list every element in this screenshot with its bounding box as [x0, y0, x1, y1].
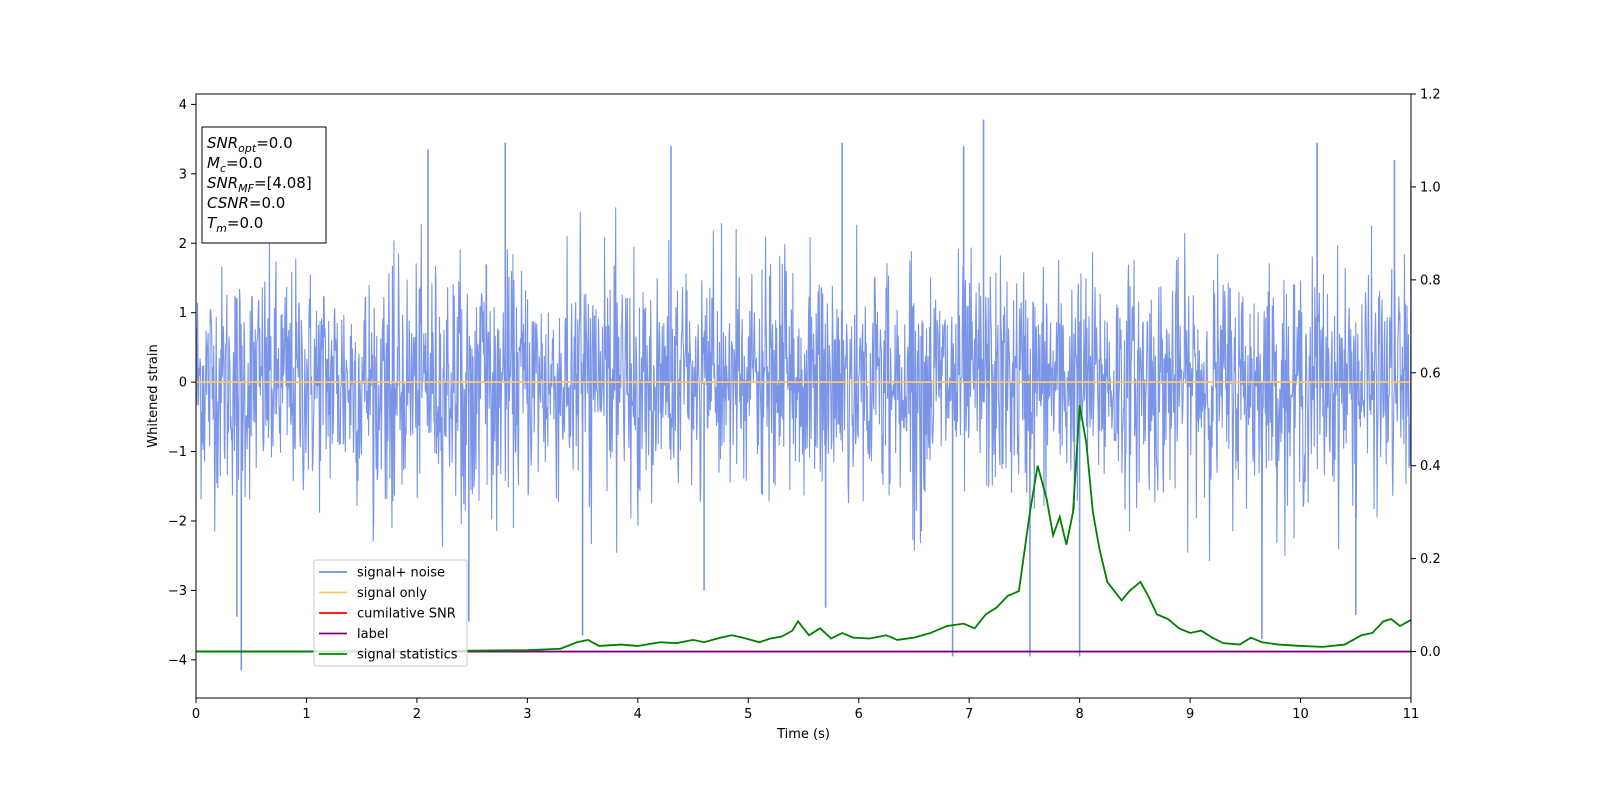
x-tick-label: 4: [634, 707, 642, 722]
info-box-frame: [201, 126, 327, 244]
y-tick-label: −3: [168, 584, 187, 599]
axes-frame: [195, 93, 1412, 699]
info-line: Tm=0.0: [207, 214, 263, 235]
legend-label: signal statistics: [357, 648, 458, 663]
info-line: SNRMF=[4.08]: [207, 174, 312, 195]
x-tick-label: 0: [192, 707, 200, 722]
y2-tick-label: 0.0: [1420, 645, 1441, 660]
y-tick-label: 1: [179, 306, 187, 321]
x-tick-label: 5: [744, 707, 752, 722]
y2-tick-label: 1.2: [1420, 88, 1441, 103]
y-tick-label: −1: [168, 445, 187, 460]
y2-tick-label: 1.0: [1420, 180, 1441, 195]
y2-tick-label: 0.6: [1420, 366, 1441, 381]
x-tick-label: 10: [1292, 707, 1309, 722]
y-tick-label: 0: [179, 376, 187, 391]
y2-tick-label: 0.2: [1420, 552, 1441, 567]
series-line-signal-statistics: [196, 405, 1411, 653]
info-line: Mc=0.0: [207, 154, 262, 175]
x-tick-label: 3: [523, 707, 531, 722]
legend-label: signal+ noise: [357, 566, 445, 581]
y-tick-label: 4: [179, 98, 187, 113]
axes: 0 1 2 3 4 5 6 7 8 9 10 1143210−1−2−3−41.21.00.80.60…: [168, 88, 1441, 723]
x-tick-label: 8: [1075, 707, 1083, 722]
y-tick-label: −4: [168, 653, 187, 668]
y2-tick-label: 0.4: [1420, 459, 1441, 474]
legend-label: label: [357, 627, 388, 642]
x-tick-label: 2: [413, 707, 421, 722]
info-line: SNRopt=0.0: [207, 134, 293, 155]
plot-area: [196, 119, 1411, 671]
info-line: CSNR=0.0: [207, 194, 285, 212]
y-tick-label: 3: [179, 167, 187, 182]
x-tick-label: 9: [1186, 707, 1194, 722]
y-tick-label: 2: [179, 237, 187, 252]
y-axis-title: Whitened strain: [146, 344, 161, 447]
x-tick-label: 11: [1403, 707, 1420, 722]
y2-tick-label: 0.8: [1420, 273, 1441, 288]
legend-label: cumilative SNR: [357, 607, 456, 622]
series-line-signal-noise: [196, 207, 1411, 562]
y-tick-label: −2: [168, 514, 187, 529]
legend: signal+ noise signal only cumilative SNR la…: [313, 559, 468, 667]
legend-label: signal only: [357, 586, 427, 601]
x-axis-title: Time (s): [776, 727, 830, 742]
x-tick-label: 1: [302, 707, 310, 722]
legend-frame: [313, 559, 468, 667]
x-tick-label: 7: [965, 707, 973, 722]
x-tick-label: 6: [855, 707, 863, 722]
